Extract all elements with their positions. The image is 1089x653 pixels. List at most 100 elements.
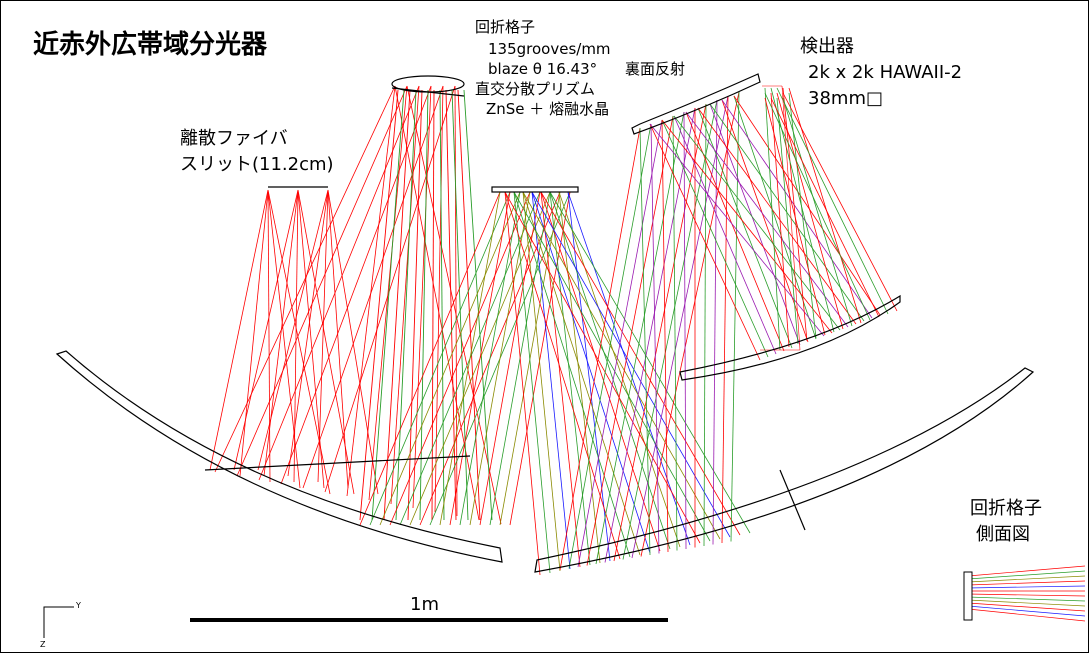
reflection-ray [613,103,707,562]
detector-feed-ray [661,119,833,334]
slit-ray [233,189,299,471]
camera-ray [549,191,671,550]
camera-ray [531,191,651,554]
prism-feed-ray [469,191,531,526]
detector-feed-ray [649,123,825,337]
dispersed-ray [463,89,493,521]
side-view-label-line1: 回折格子 [970,498,1042,519]
detector-ray [770,97,880,318]
detector-feed-ray [685,111,785,352]
camera-ray [540,191,661,552]
side-view-ray [967,596,1086,602]
detector-feed-ray [697,107,793,349]
reflection-ray [703,103,707,547]
collimator-mirror-left-edge [204,455,471,471]
grating-blaze: blaze θ 16.43° [488,60,598,78]
detector-label: 検出器 [800,36,854,57]
slit-ray [239,189,269,477]
slit-ray [327,189,379,495]
detector-ray [764,92,871,321]
side-view-ray [967,570,1086,580]
side-view-ray [967,605,1086,617]
detector-feed-ray [721,99,809,343]
dispersed-ray [451,89,469,521]
detector-ray [764,97,826,336]
slit-ray [287,189,329,477]
detector-ray [782,92,898,312]
prism-feed-ray [389,191,531,526]
reflection-ray [712,99,718,545]
detector-feed-ray [673,115,777,355]
side-view-ray [967,575,1086,583]
camera-ray [549,191,751,534]
side-view-ray [967,585,1086,589]
prism-label: 直交分散プリズム [475,80,596,98]
detector-model: 2k x 2k HAWAII-2 [808,62,963,83]
back-reflection-label: 裏面反射 [625,60,686,78]
dispersed-ray [439,89,445,521]
camera-ray [540,191,581,568]
camera-ray [513,191,631,558]
prism-feed-ray [439,191,501,526]
camera-ray [540,191,741,536]
side-view-ray [967,602,1086,612]
detector-size: 38mm□ [808,88,883,109]
detector-ray [776,97,799,345]
camera-ray [522,191,721,540]
reflection-ray [683,111,687,550]
slit-ray [327,189,349,489]
reflection-ray [721,95,729,544]
slit-ray [293,189,299,483]
reflection-ray [604,107,696,563]
detector-ray [764,87,781,351]
dispersed-ray [445,89,457,521]
camera-ray [522,191,561,572]
dispersed-ray [457,89,481,521]
camera-ray [567,191,691,546]
dispersed-ray [407,89,423,521]
camera-ray [504,191,701,544]
grating-side-view [963,565,1086,622]
camera-ray [531,191,571,570]
grating-feed-ray [346,85,396,497]
grating-feed-ray [214,85,396,473]
prism-feed-ray [479,191,541,526]
camera-ray [531,191,731,538]
slit-ray [267,189,301,489]
slit-ray [317,189,329,483]
ray-bundle [209,85,898,576]
camera-ray [504,191,621,560]
axis-y-label: Y [76,601,81,610]
slit-ray [263,189,299,477]
grating-feed-ray [236,85,408,477]
detector-ray [782,97,853,327]
detector-feed-ray [721,99,873,319]
camera-ray [558,191,681,548]
grating-feed-ray [280,85,432,485]
detector-ray [788,87,862,324]
camera-ray [504,191,541,576]
detector-feed-ray [673,115,841,331]
side-view-ray [967,580,1086,586]
reflection-ray [622,99,718,560]
detector-feed-ray [685,111,849,328]
reflection-ray [559,127,641,571]
camera-ray [567,191,611,562]
collimator-mirror-left [55,350,503,563]
prism-feed-ray [459,191,521,526]
grating-feed-ray [454,85,458,517]
grating-feed-ray [412,85,432,509]
detector-feed-ray [649,123,761,361]
reflection-ray [568,123,652,569]
dispersed-ray [419,89,429,521]
grating-base [391,87,465,97]
detector-feed-ray [709,103,801,346]
reflection-ray [639,127,651,556]
diagram-title: 近赤外広帯域分光器 [33,30,268,60]
prism [491,186,579,193]
camera-ray [549,191,591,566]
back-reflection-element [631,73,761,135]
dispersed-ray [359,89,399,521]
